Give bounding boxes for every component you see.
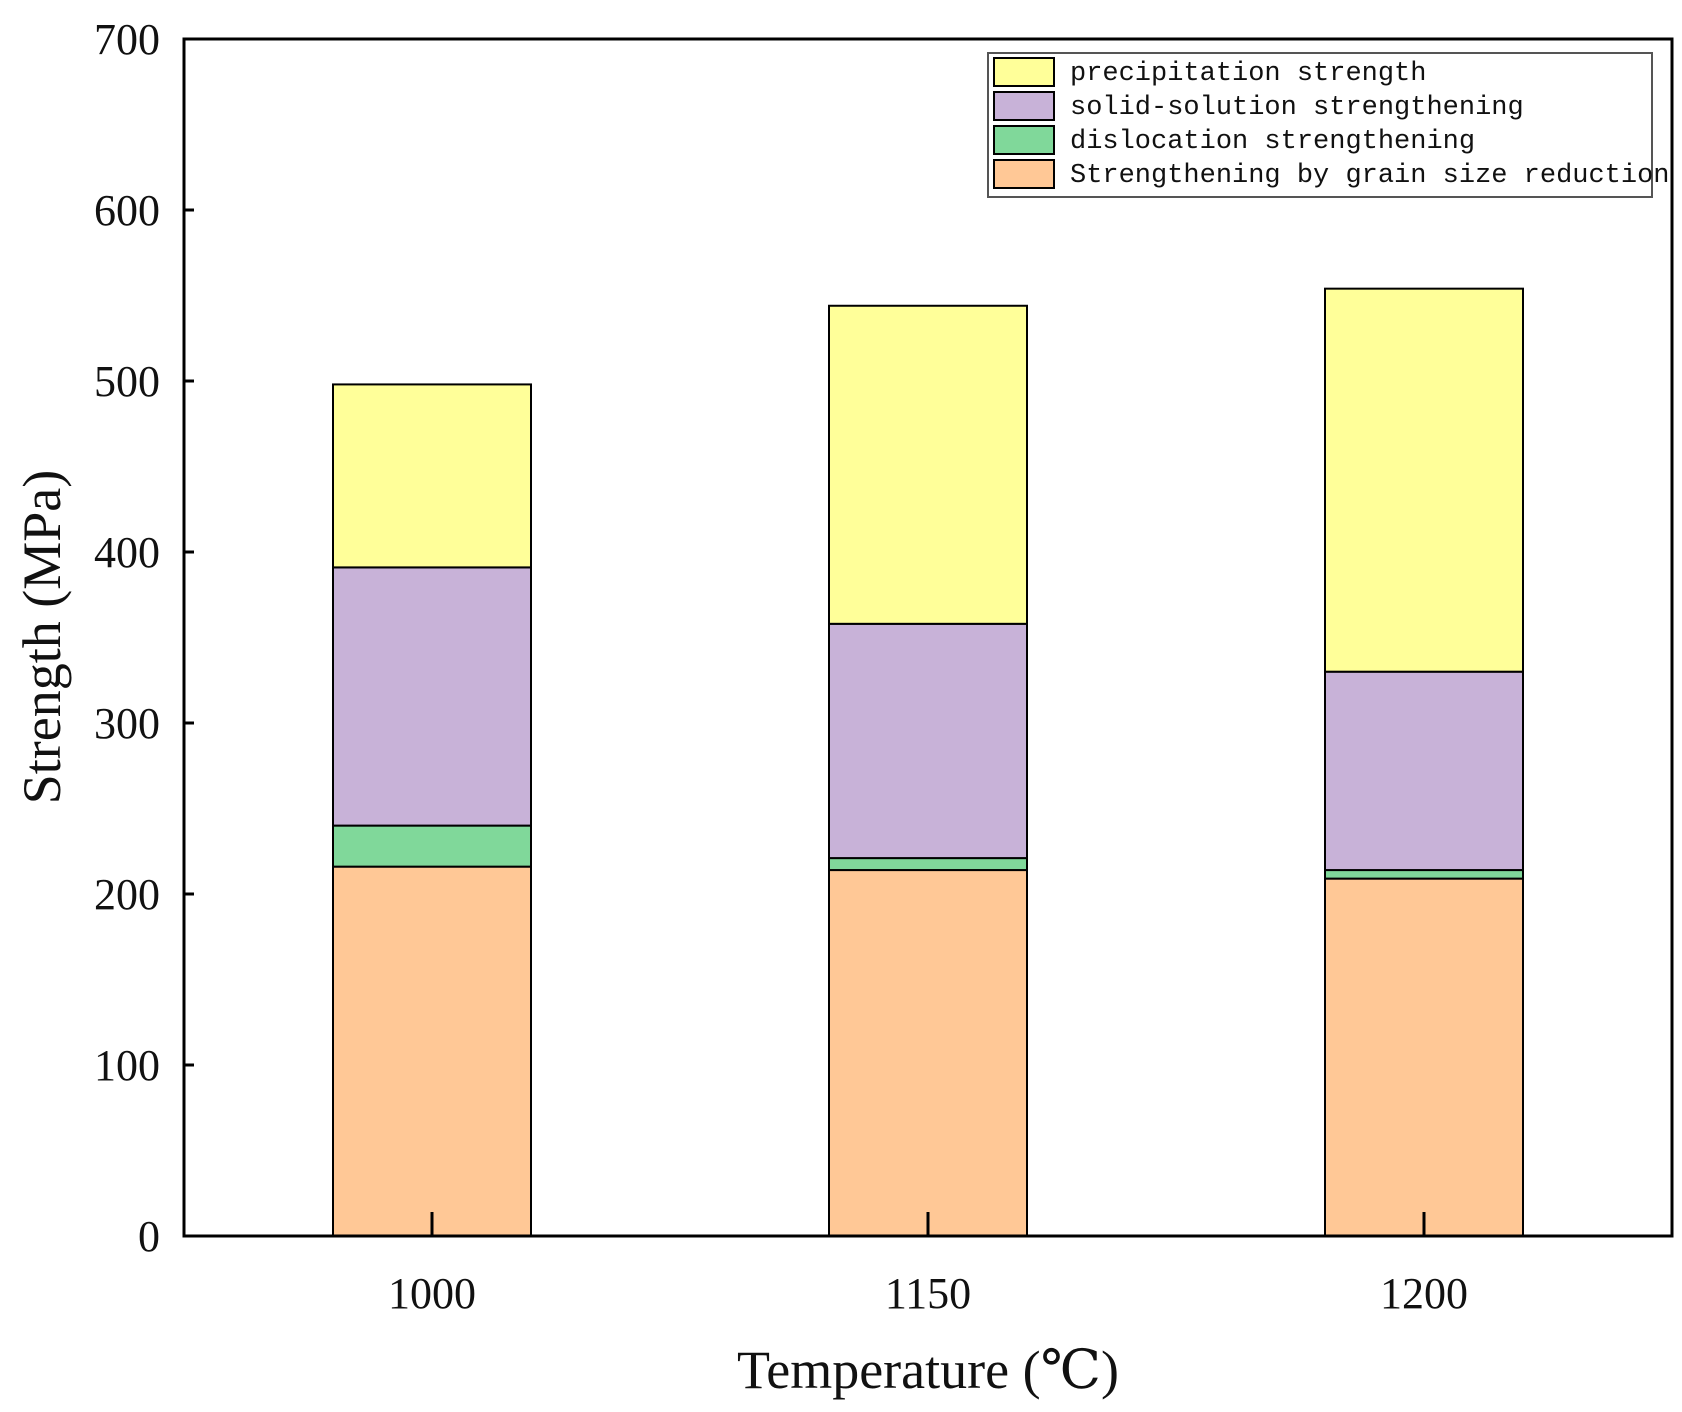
bar-1000-series-0	[332, 865, 532, 1237]
bar-1150-series-3	[828, 304, 1028, 625]
bar-1200-series-3	[1324, 287, 1524, 673]
bar-1200-series-0	[1324, 877, 1524, 1237]
bar-1000-series-1	[332, 824, 532, 868]
bar-1000-series-3	[332, 383, 532, 569]
y-tick-label: 100	[94, 1041, 160, 1090]
x-axis: 1000 1150 1200	[388, 1212, 1468, 1318]
legend-swatch	[993, 57, 1055, 87]
y-tick-label: 600	[94, 186, 160, 235]
legend-label: dislocation strengthening	[1070, 127, 1475, 157]
x-tick-label: 1200	[1380, 1269, 1468, 1318]
x-tick-label: 1150	[885, 1269, 971, 1318]
y-tick-label: 200	[94, 870, 160, 919]
legend-label: precipitation strength	[1070, 59, 1426, 89]
x-tick-label: 1000	[388, 1269, 476, 1318]
bar-1000-series-2	[332, 566, 532, 827]
bar-1150-series-1	[828, 857, 1028, 872]
y-axis: 0 100 200 300 400 500 600 700	[94, 15, 194, 1261]
bar-1150-series-2	[828, 622, 1028, 860]
legend: precipitation strength solid-solution str…	[987, 52, 1670, 198]
legend-label: solid-solution strengthening	[1070, 93, 1524, 123]
legend-label: Strengthening by grain size reduction	[1070, 161, 1670, 191]
legend-swatch	[993, 125, 1055, 155]
legend-swatch	[993, 159, 1055, 189]
bar-1200-series-1	[1324, 869, 1524, 880]
y-tick-label: 300	[94, 699, 160, 748]
y-axis-title: Strength (MPa)	[12, 470, 72, 804]
y-tick-label: 500	[94, 357, 160, 406]
y-tick-label: 400	[94, 528, 160, 577]
y-tick-label: 700	[94, 15, 160, 64]
bar-1150-series-0	[828, 869, 1028, 1237]
x-axis-title: Temperature (℃)	[737, 1340, 1119, 1400]
bars-layer	[332, 287, 1524, 1237]
bar-1200-series-2	[1324, 670, 1524, 872]
legend-swatch	[993, 91, 1055, 121]
legend-frame	[987, 52, 1653, 198]
y-tick-label: 0	[138, 1212, 160, 1261]
